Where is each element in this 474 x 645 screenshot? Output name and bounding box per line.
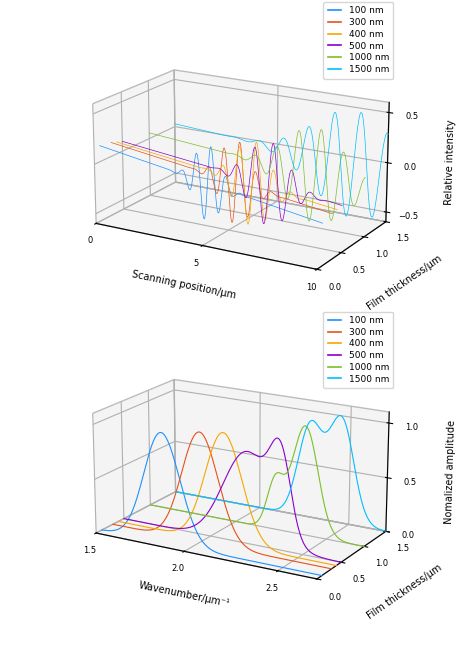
Legend: 100 nm, 300 nm, 400 nm, 500 nm, 1000 nm, 1500 nm: 100 nm, 300 nm, 400 nm, 500 nm, 1000 nm,…: [323, 312, 393, 388]
Y-axis label: Film thickness/μm: Film thickness/μm: [365, 562, 444, 621]
X-axis label: Wavenumber/μm⁻¹: Wavenumber/μm⁻¹: [137, 580, 230, 609]
Y-axis label: Film thickness/μm: Film thickness/μm: [365, 253, 444, 312]
Text: (a): (a): [225, 335, 249, 350]
X-axis label: Scanning position/μm: Scanning position/μm: [131, 270, 237, 301]
Legend: 100 nm, 300 nm, 400 nm, 500 nm, 1000 nm, 1500 nm: 100 nm, 300 nm, 400 nm, 500 nm, 1000 nm,…: [323, 2, 393, 79]
